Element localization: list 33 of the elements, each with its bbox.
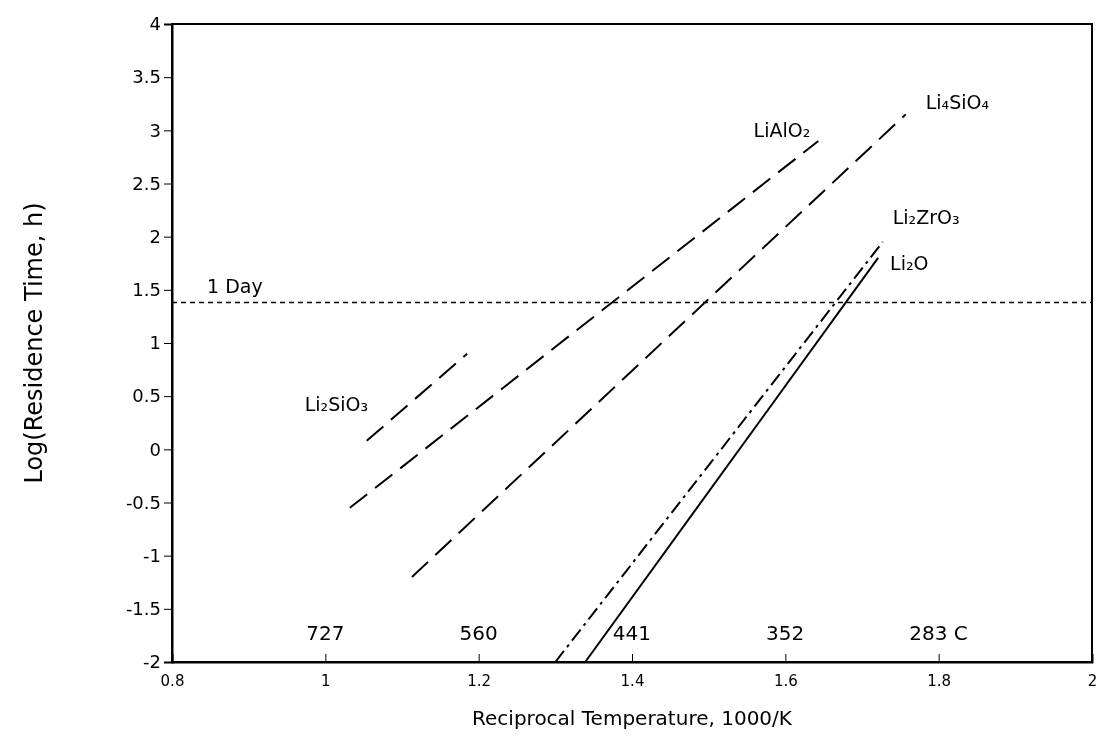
ref-line-label: 1 Day bbox=[207, 274, 263, 297]
series-label: Li₄SiO₄ bbox=[925, 91, 990, 114]
y-tick-label: 1.5 bbox=[132, 279, 161, 301]
x-tick-label: 1.4 bbox=[620, 672, 645, 690]
x-tick-label: 1.2 bbox=[467, 672, 492, 690]
y-tick-label: 3.5 bbox=[132, 66, 161, 88]
x-tick-label: 1.6 bbox=[773, 672, 798, 690]
x-axis-title: Reciprocal Temperature, 1000/K bbox=[472, 706, 793, 730]
series-label: LiAlO₂ bbox=[753, 118, 811, 141]
x-tick-label: 2 bbox=[1087, 672, 1098, 690]
series-label: Li₂SiO₃ bbox=[304, 392, 369, 415]
annotation: 283 C bbox=[909, 621, 968, 645]
annotation: 560 bbox=[459, 621, 498, 645]
y-tick-label: 2.5 bbox=[132, 172, 161, 194]
y-axis-title: Log(Residence Time, h) bbox=[20, 202, 48, 484]
y-tick-label: -0.5 bbox=[125, 491, 161, 513]
y-tick-label: -2 bbox=[143, 651, 161, 673]
y-tick-label: -1 bbox=[143, 544, 161, 566]
y-tick-label: 0 bbox=[149, 438, 161, 460]
y-tick-label: 4 bbox=[149, 13, 161, 35]
y-tick-label: 0.5 bbox=[132, 385, 161, 407]
y-tick-label: 3 bbox=[149, 119, 161, 141]
series-label: Li₂ZrO₃ bbox=[892, 205, 960, 228]
series-label: Li₂O bbox=[890, 251, 929, 274]
annotation: 352 bbox=[766, 621, 805, 645]
x-tick-label: 1 bbox=[321, 672, 331, 690]
x-tick-label: 1.8 bbox=[927, 672, 952, 690]
y-tick-label: -1.5 bbox=[125, 598, 161, 620]
x-tick-label: 0.8 bbox=[160, 672, 185, 690]
y-tick-label: 1 bbox=[149, 332, 161, 354]
annotation: 441 bbox=[612, 621, 651, 645]
y-tick-label: 2 bbox=[149, 225, 161, 247]
annotation: 727 bbox=[306, 621, 345, 645]
